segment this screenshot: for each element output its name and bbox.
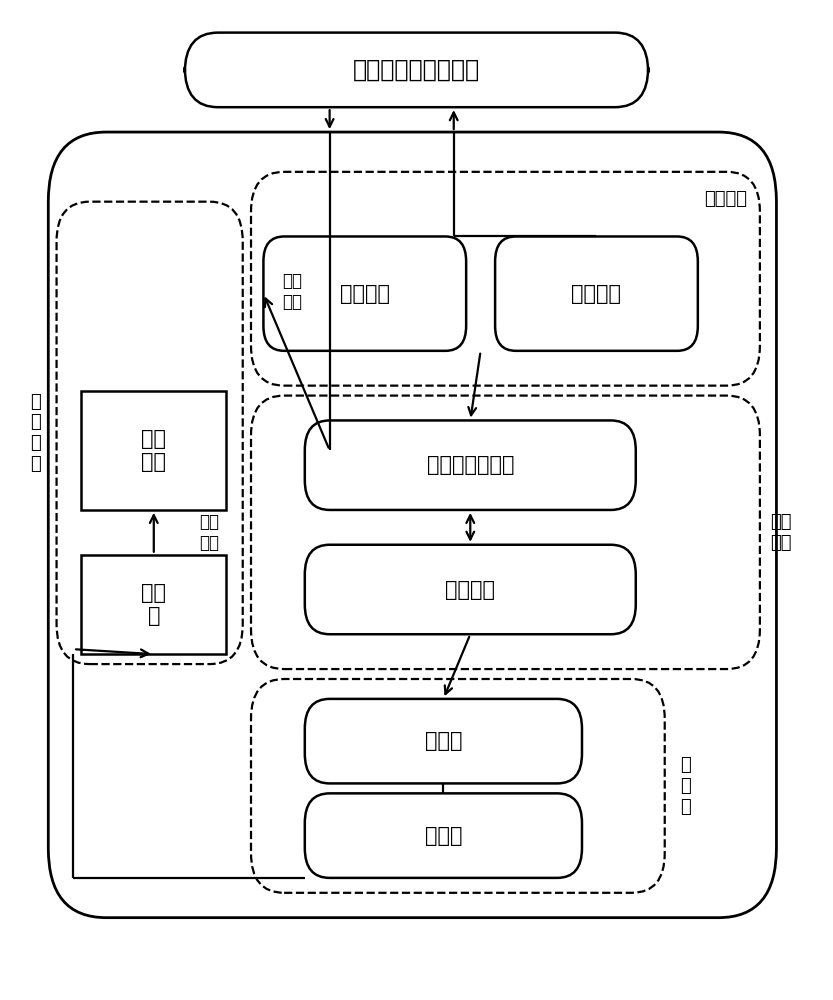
- Text: 轨迹规划: 轨迹规划: [340, 284, 390, 304]
- Text: 上位机：监控与调试: 上位机：监控与调试: [353, 58, 480, 82]
- Text: 位置
信息: 位置 信息: [282, 272, 302, 311]
- FancyBboxPatch shape: [305, 793, 582, 878]
- FancyBboxPatch shape: [495, 236, 698, 351]
- Bar: [82, 391, 227, 510]
- Text: 执行机构驱动器: 执行机构驱动器: [426, 455, 514, 475]
- Text: 图像
数据: 图像 数据: [199, 513, 219, 552]
- Text: 软组织: 软组织: [425, 826, 462, 846]
- FancyBboxPatch shape: [263, 236, 466, 351]
- FancyBboxPatch shape: [305, 545, 636, 634]
- Bar: [82, 555, 227, 654]
- Text: 柔性针: 柔性针: [425, 731, 462, 751]
- Text: 图像
处理: 图像 处理: [142, 429, 167, 472]
- Text: 跟踪控制: 跟踪控制: [571, 284, 621, 304]
- FancyBboxPatch shape: [185, 33, 648, 107]
- Text: 传感
器: 传感 器: [142, 583, 167, 626]
- Text: 图
像
传
感: 图 像 传 感: [31, 393, 42, 473]
- Text: 针
组
织: 针 组 织: [680, 756, 691, 816]
- FancyBboxPatch shape: [305, 699, 582, 783]
- FancyBboxPatch shape: [305, 420, 636, 510]
- Text: 执行机构: 执行机构: [446, 580, 496, 599]
- Text: 控制系统: 控制系统: [705, 190, 747, 208]
- FancyBboxPatch shape: [48, 132, 776, 918]
- Text: 执行
系统: 执行 系统: [770, 513, 791, 552]
